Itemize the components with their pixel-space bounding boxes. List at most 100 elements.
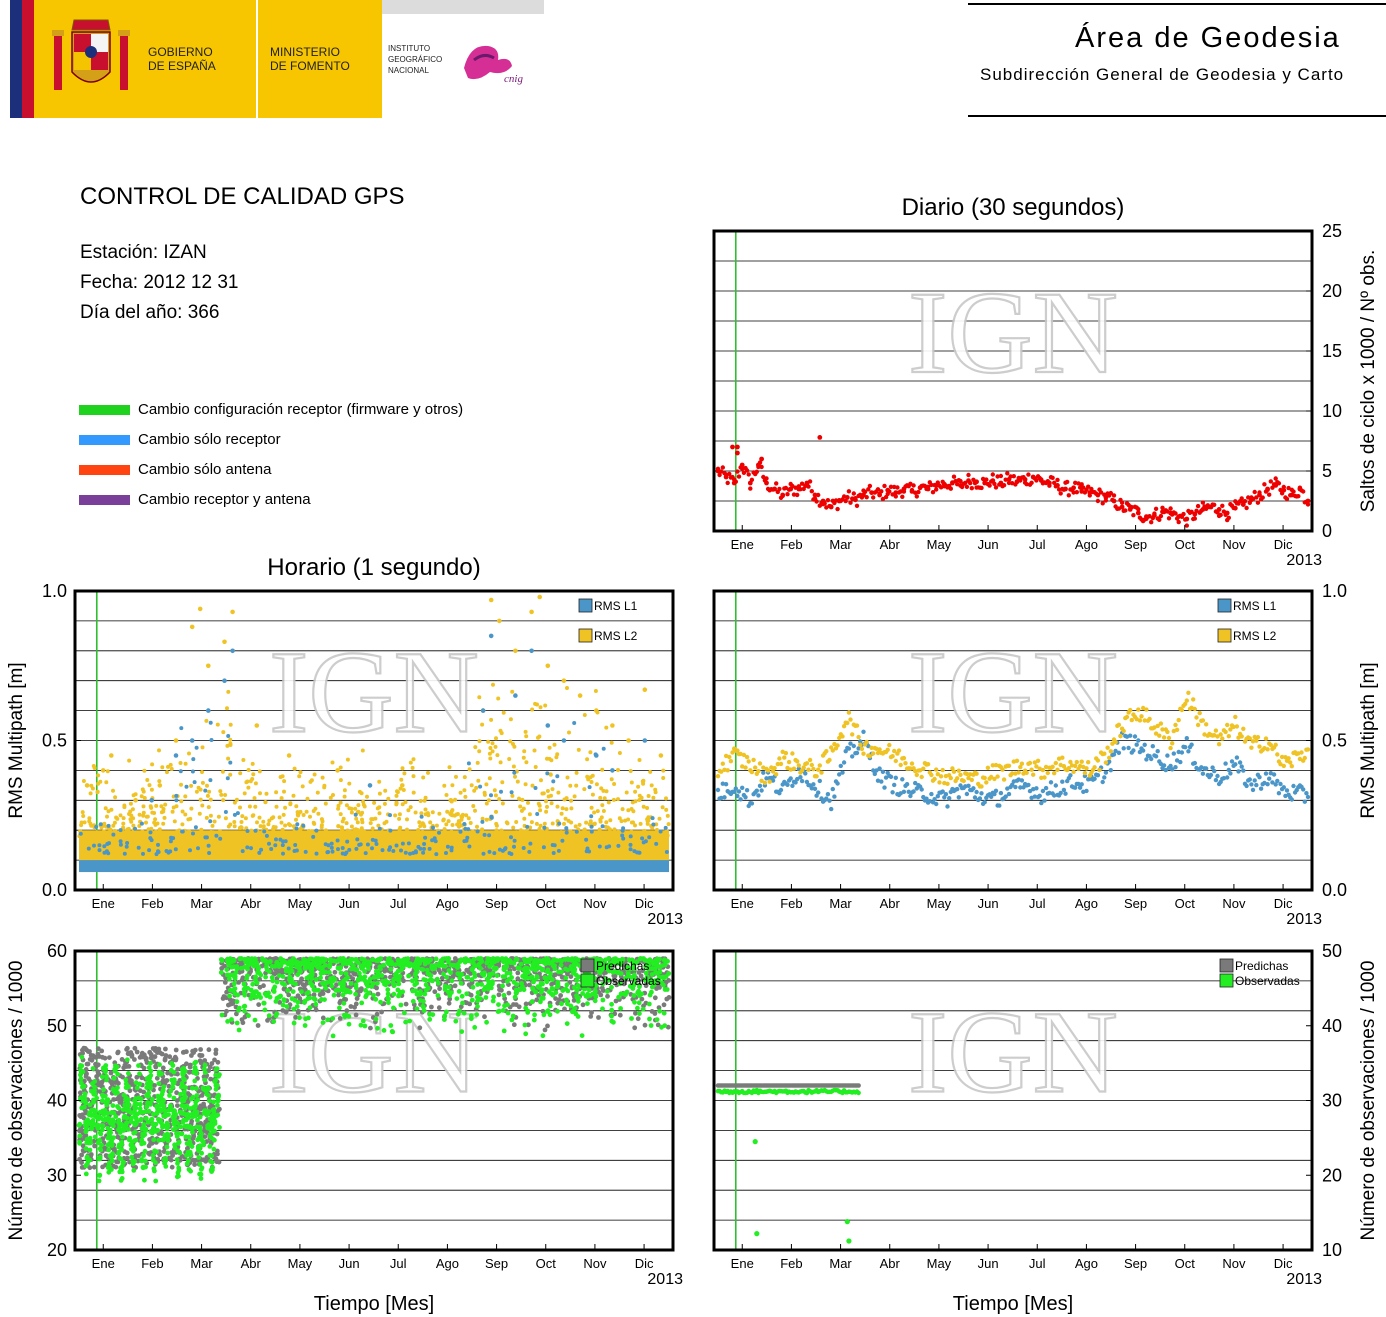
- rms-l1-point: [597, 844, 602, 849]
- rms-l2-point: [966, 775, 971, 781]
- rms-l2-point: [411, 757, 416, 762]
- observed-point: [211, 1099, 217, 1105]
- rms-l2-point: [725, 768, 730, 773]
- rms-l2-point: [958, 772, 963, 777]
- rms-l1-point: [1276, 791, 1282, 796]
- rms-l1-point: [555, 774, 560, 779]
- cycle-slip-point: [1276, 481, 1282, 486]
- rms-l2-point: [940, 767, 945, 773]
- observed-point: [207, 1152, 213, 1158]
- rms-l2-point: [592, 810, 597, 815]
- rms-l2-point: [477, 739, 482, 744]
- cycle-slip-point: [990, 472, 995, 477]
- predicted-point: [403, 1001, 409, 1007]
- rms-l1-point: [1126, 745, 1131, 751]
- rms-l2-point: [544, 809, 549, 814]
- rms-l1-point: [373, 838, 378, 843]
- rms-l1-point: [843, 749, 848, 754]
- rms-l2-point: [617, 751, 622, 755]
- rms-l2-point: [631, 820, 635, 825]
- cycle-slip-point: [741, 470, 747, 475]
- rms-l2-point: [152, 811, 157, 815]
- observed-point: [209, 1135, 214, 1141]
- observed-point: [111, 1075, 117, 1081]
- rms-l2-point: [359, 791, 364, 796]
- rms-l2-point: [811, 766, 816, 772]
- observed-point: [88, 1126, 94, 1132]
- rms-l2-point: [121, 825, 126, 830]
- observed-point: [125, 1071, 131, 1076]
- rms-l2-point: [547, 745, 552, 750]
- predicted-point: [192, 1162, 198, 1167]
- rms-l2-point: [630, 800, 635, 805]
- rms-l2-point: [744, 754, 750, 760]
- rms-l1-point: [589, 824, 594, 829]
- rms-l2-point: [211, 830, 216, 835]
- rms-l1-point: [208, 720, 213, 725]
- rms-l1-point: [610, 768, 615, 773]
- rms-l2-point: [82, 831, 86, 836]
- rms-l1-point: [513, 693, 518, 698]
- rms-l1-point: [932, 797, 937, 802]
- cycle-slip-point: [1119, 500, 1125, 505]
- rms-l1-point: [663, 825, 668, 830]
- predicted-point: [192, 1047, 198, 1053]
- observed-point: [87, 1157, 93, 1163]
- predicted-point: [437, 986, 442, 992]
- x-tick-label: Abr: [880, 896, 901, 911]
- observed-point: [97, 1154, 103, 1160]
- rms-l1-point: [336, 847, 340, 852]
- observed-point: [144, 1085, 150, 1090]
- rms-l1-point: [178, 769, 183, 774]
- data-points: [715, 435, 1311, 528]
- rms-l2-point: [469, 783, 474, 788]
- predicted-point: [642, 1022, 648, 1028]
- rms-l1-point: [888, 774, 894, 779]
- rms-l2-point: [1128, 707, 1133, 713]
- rms-l2-point: [161, 831, 166, 835]
- y-axis-label: Saltos de ciclo x 1000 / Nº obs.: [1358, 250, 1379, 513]
- predicted-point: [255, 1023, 261, 1028]
- rms-l2-point: [395, 789, 399, 794]
- rms-l2-point: [523, 782, 528, 787]
- rms-l2-point: [306, 834, 311, 839]
- rms-l2-point: [1252, 734, 1257, 740]
- rms-l2-point: [157, 827, 162, 832]
- rms-l2-point: [1257, 744, 1262, 749]
- rms-l1-point: [1077, 785, 1083, 790]
- rms-l1-point: [419, 814, 424, 819]
- rms-l1-point: [935, 794, 940, 799]
- cycle-slip-point: [993, 485, 999, 490]
- rms-l2-point: [445, 809, 450, 814]
- rms-l1-point: [1063, 791, 1068, 796]
- rms-l1-point: [1305, 794, 1311, 800]
- cycle-slip-point: [992, 481, 997, 486]
- predicted-point: [342, 996, 347, 1002]
- rms-l2-point: [629, 780, 634, 785]
- rms-l2-point: [664, 829, 669, 834]
- observed-point: [126, 1097, 131, 1103]
- rms-l2-point: [1171, 728, 1177, 734]
- rms-l2-point: [109, 753, 114, 758]
- rms-l2-point: [1113, 739, 1118, 745]
- rms-l1-point: [462, 822, 467, 826]
- observed-point: [134, 1085, 140, 1091]
- predicted-point: [87, 1057, 93, 1062]
- observed-point: [107, 1153, 113, 1159]
- rms-l2-point: [210, 823, 215, 828]
- rms-l2-point: [496, 696, 501, 701]
- rms-l2-point: [633, 823, 637, 828]
- rms-l2-point: [173, 738, 179, 743]
- predicted-point: [189, 1118, 195, 1124]
- rms-l2-point: [480, 816, 485, 821]
- predicted-point: [375, 991, 381, 997]
- cycle-slip-point: [1045, 479, 1051, 484]
- rms-l1-point: [840, 770, 845, 775]
- predicted-point: [162, 1057, 168, 1063]
- rms-l2-point: [257, 769, 262, 774]
- rms-l1-point: [388, 813, 392, 818]
- rms-l2-point: [139, 794, 144, 799]
- predicted-point: [198, 1106, 203, 1112]
- cycle-slip-point: [854, 503, 860, 508]
- cycle-slip-point: [1055, 477, 1060, 483]
